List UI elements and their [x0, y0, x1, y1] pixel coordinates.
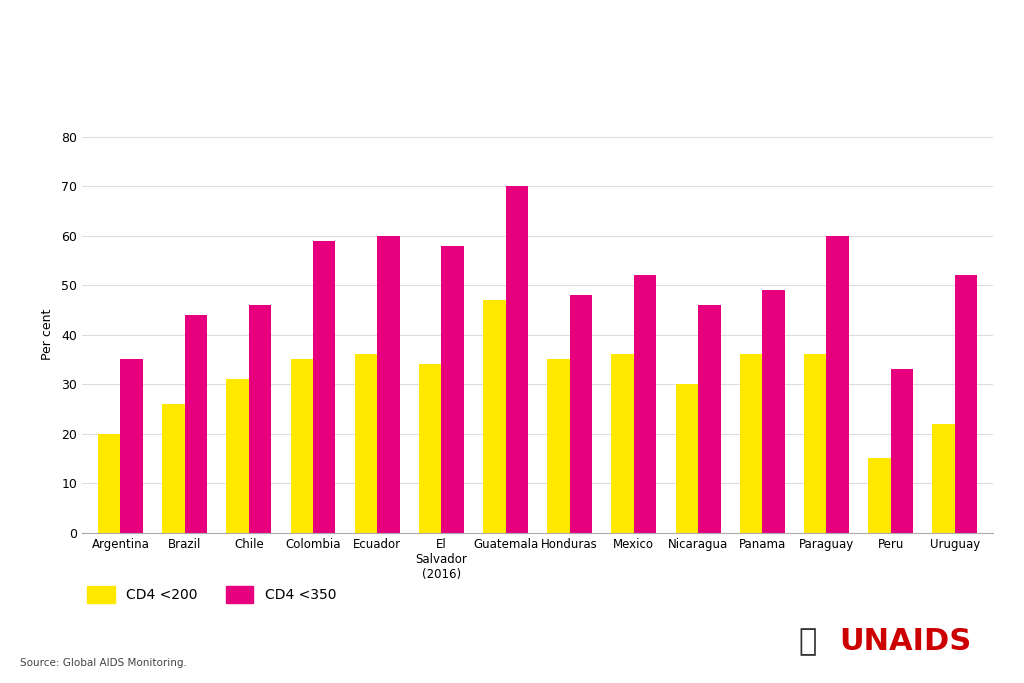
Bar: [226, 379, 249, 533]
Bar: [184, 315, 207, 533]
Bar: [98, 434, 121, 533]
Bar: [121, 359, 143, 533]
Bar: [611, 354, 634, 533]
Bar: [377, 236, 399, 533]
Y-axis label: Per cent: Per cent: [41, 309, 54, 361]
Bar: [483, 300, 506, 533]
Bar: [868, 458, 891, 533]
Legend: CD4 <200, CD4 <350: CD4 <200, CD4 <350: [82, 580, 342, 609]
Bar: [891, 370, 913, 533]
Bar: [739, 354, 762, 533]
Bar: [634, 275, 656, 533]
Bar: [441, 245, 464, 533]
Text: Ⓘ: Ⓘ: [799, 627, 817, 656]
Bar: [506, 186, 528, 533]
Text: Percentage of people living with HIV with a low CD4 count at initiation: Percentage of people living with HIV wit…: [20, 25, 964, 49]
Bar: [354, 354, 377, 533]
Bar: [698, 305, 721, 533]
Bar: [932, 423, 954, 533]
Bar: [569, 295, 592, 533]
Bar: [162, 404, 184, 533]
Bar: [804, 354, 826, 533]
Bar: [676, 384, 698, 533]
Bar: [249, 305, 271, 533]
Text: Source: Global AIDS Monitoring.: Source: Global AIDS Monitoring.: [20, 658, 187, 668]
Text: UNAIDS: UNAIDS: [840, 627, 972, 656]
Bar: [419, 365, 441, 533]
Bar: [313, 240, 336, 533]
Bar: [826, 236, 849, 533]
Bar: [547, 359, 569, 533]
Text: of antiretroviral therapy, Latin America, 2018: of antiretroviral therapy, Latin America…: [20, 68, 628, 92]
Bar: [762, 290, 784, 533]
Bar: [291, 359, 313, 533]
Bar: [954, 275, 977, 533]
